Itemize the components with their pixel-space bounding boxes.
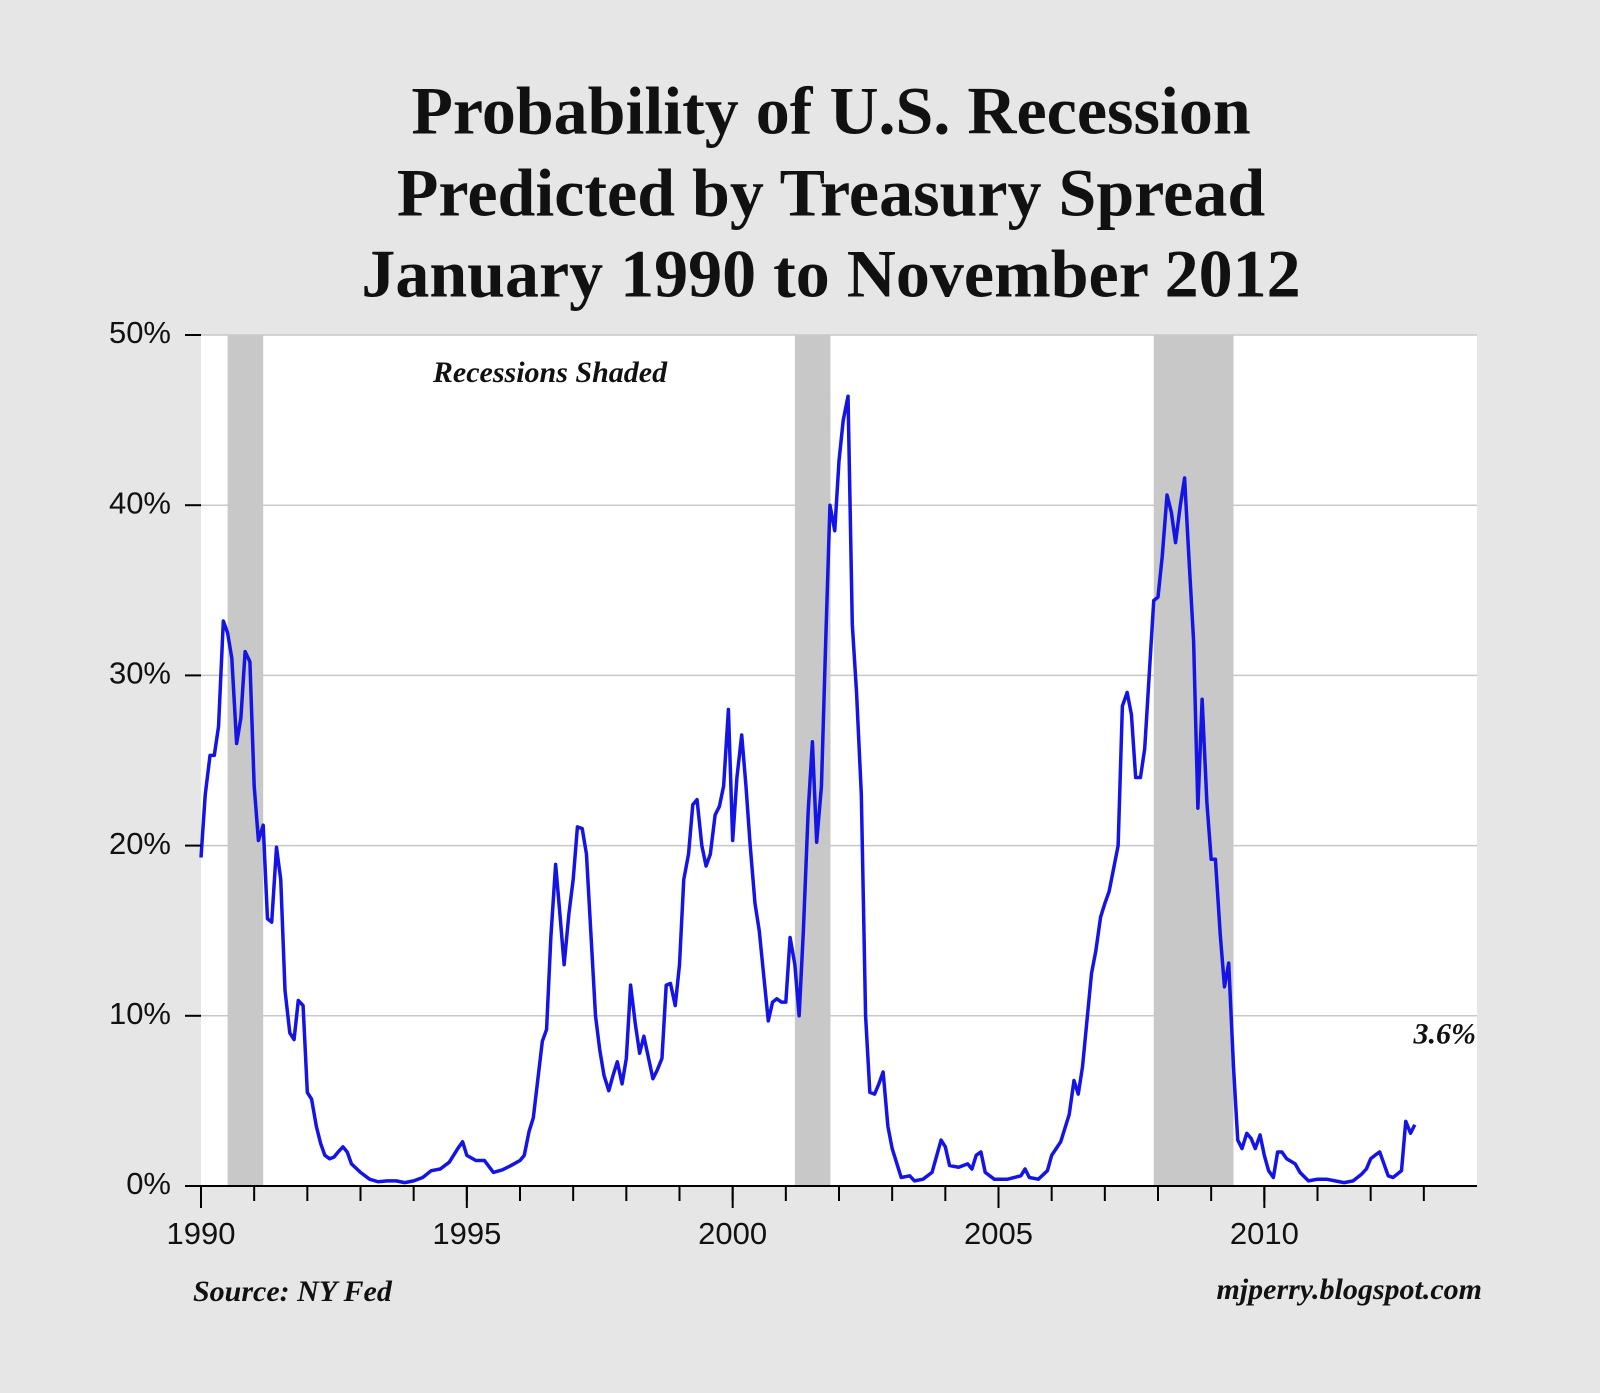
y-tick-label: 40% bbox=[109, 485, 171, 520]
x-tick-label: 2000 bbox=[698, 1216, 767, 1251]
x-tick-label: 1990 bbox=[167, 1216, 236, 1251]
y-tick-label: 50% bbox=[109, 315, 171, 350]
x-tick-label: 2010 bbox=[1230, 1216, 1299, 1251]
y-tick-label: 30% bbox=[109, 656, 171, 691]
recession-band bbox=[1153, 335, 1234, 1186]
data-line bbox=[199, 394, 1417, 1185]
recession-band bbox=[227, 335, 264, 1186]
chart-title: January 1990 to November 2012 bbox=[361, 236, 1300, 312]
source: Source: NY Fed bbox=[193, 1275, 393, 1308]
y-tick-label: 0% bbox=[126, 1166, 171, 1201]
y-tick-label: 10% bbox=[109, 996, 171, 1031]
x-tick-label: 2005 bbox=[964, 1216, 1033, 1251]
x-tick-label: 1995 bbox=[432, 1216, 501, 1251]
plot-layer bbox=[199, 334, 1477, 1186]
annotation: Recessions Shaded bbox=[432, 356, 668, 389]
end-label: 3.6% bbox=[1413, 1018, 1477, 1051]
credit: mjperry.blogspot.com bbox=[1216, 1273, 1482, 1306]
y-tick-label: 20% bbox=[109, 826, 171, 861]
chart-title: Predicted by Treasury Spread bbox=[397, 155, 1265, 231]
chart-title: Probability of U.S. Recession bbox=[411, 73, 1250, 149]
